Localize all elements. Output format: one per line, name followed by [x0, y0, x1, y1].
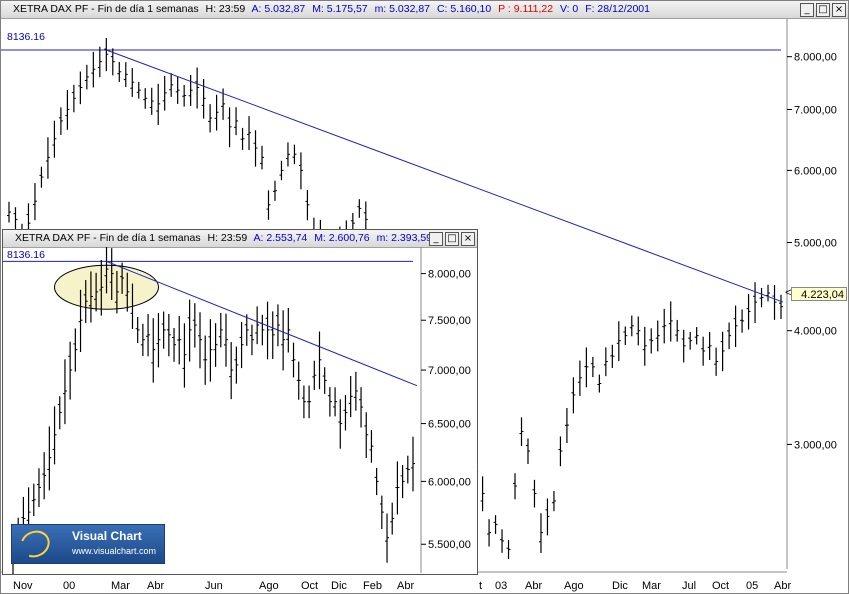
main-stat-volume: V: 0 [559, 3, 579, 15]
visual-chart-logo: Visual Chart www.visualchart.com [11, 524, 165, 564]
y-tick-label: 6.500,00 [428, 419, 471, 431]
x-tick-label: Oct [712, 580, 729, 592]
main-stat-date: F: 28/12/2001 [585, 3, 650, 15]
y-tick-label: 8.000,00 [794, 52, 837, 64]
trend-line [106, 260, 418, 387]
main-stat-close: C: 5.160,10 [436, 3, 492, 15]
inset-close-button[interactable]: × [461, 232, 475, 246]
last-price-tag: 4.223,04 [791, 287, 847, 301]
main-stat-a: A: 5.032,87 [251, 3, 306, 15]
x-tick-label: Abr [397, 580, 414, 592]
inset-chart-window[interactable]: XETRA DAX PF - Fin de día 1 semanas H: 2… [2, 229, 478, 575]
y-tick-label: 6.000,00 [428, 476, 471, 488]
y-tick-label: 4.000,00 [794, 326, 837, 338]
main-stat-h: H: 23:59 [205, 3, 246, 15]
x-tick-label: Abr [525, 580, 542, 592]
x-tick-label: Abr [147, 580, 164, 592]
y-tick-label: 7.000,00 [428, 365, 471, 377]
y-tick-label: 6.000,00 [794, 165, 837, 177]
x-tick-label: Oct [301, 580, 318, 592]
inset-title-bar[interactable]: XETRA DAX PF - Fin de día 1 semanas H: 2… [3, 230, 477, 248]
inset-title-name: XETRA DAX PF - Fin de día 1 semanas [15, 232, 201, 244]
x-tick-label: Ago [259, 580, 279, 592]
x-tick-label: Jun [205, 580, 223, 592]
main-minimize-button[interactable]: _ [800, 3, 814, 17]
x-tick-label: 00 [63, 580, 75, 592]
main-title-bar[interactable]: XETRA DAX PF - Fin de día 1 semanas H: 2… [1, 1, 848, 19]
trend-line [106, 49, 784, 303]
x-tick-label: Dic [612, 580, 628, 592]
x-tick-label: Mar [111, 580, 130, 592]
last-price-marker: < [785, 287, 792, 299]
main-title-name: XETRA DAX PF - Fin de día 1 semanas [13, 3, 199, 15]
main-restore-button[interactable]: □ [816, 3, 830, 17]
logo-ring-icon [15, 525, 55, 563]
inset-stat-h: H: 23:59 [207, 232, 248, 244]
y-tick-label: 3.000,00 [794, 439, 837, 451]
inset-chart[interactable]: 5.500,00 6.000,00 6.500,00 7.000,00 7.500,00… [3, 247, 477, 574]
inset-ref-line-label: 8136.16 [7, 249, 45, 261]
x-tick-label: Mar [642, 580, 661, 592]
y-tick-label: 5.500,00 [428, 539, 471, 551]
main-ref-line-label: 8136.16 [7, 31, 45, 43]
x-tick-label: t [479, 580, 482, 592]
inset-minimize-button[interactable]: _ [429, 232, 443, 246]
y-tick-label: 7.500,00 [428, 315, 471, 327]
inset-stat-a: A: 2.553,74 [253, 232, 308, 244]
x-tick-label: 03 [495, 580, 507, 592]
x-tick-label: Dic [331, 580, 347, 592]
y-tick-label: 8.000,00 [428, 269, 471, 281]
main-close-button[interactable]: × [832, 3, 846, 17]
main-chart[interactable]: 3.000,00 4.000,00 5.000,00 6.000,00 7.000,00… [1, 19, 849, 594]
main-stat-p: P : 9.111,22 [498, 3, 554, 15]
logo-url: www.visualchart.com [72, 546, 157, 556]
inset-stat-min: m: 2.393,59 [376, 232, 433, 244]
x-tick-label: 05 [746, 580, 758, 592]
main-stat-max: M: 5.175,57 [312, 3, 368, 15]
x-tick-label: Abr [774, 580, 791, 592]
x-tick-label: Jul [682, 580, 696, 592]
y-tick-label: 5.000,00 [794, 237, 837, 249]
y-tick-label: 7.000,00 [794, 104, 837, 116]
x-tick-label: Ago [564, 580, 584, 592]
main-stat-min: m: 5.032,87 [374, 3, 431, 15]
x-tick-label: Feb [363, 580, 382, 592]
inset-restore-button[interactable]: □ [445, 232, 459, 246]
inset-stat-max: M: 2.600,76 [314, 232, 370, 244]
x-tick-label: Nov [13, 580, 33, 592]
logo-name: Visual Chart [72, 529, 142, 543]
